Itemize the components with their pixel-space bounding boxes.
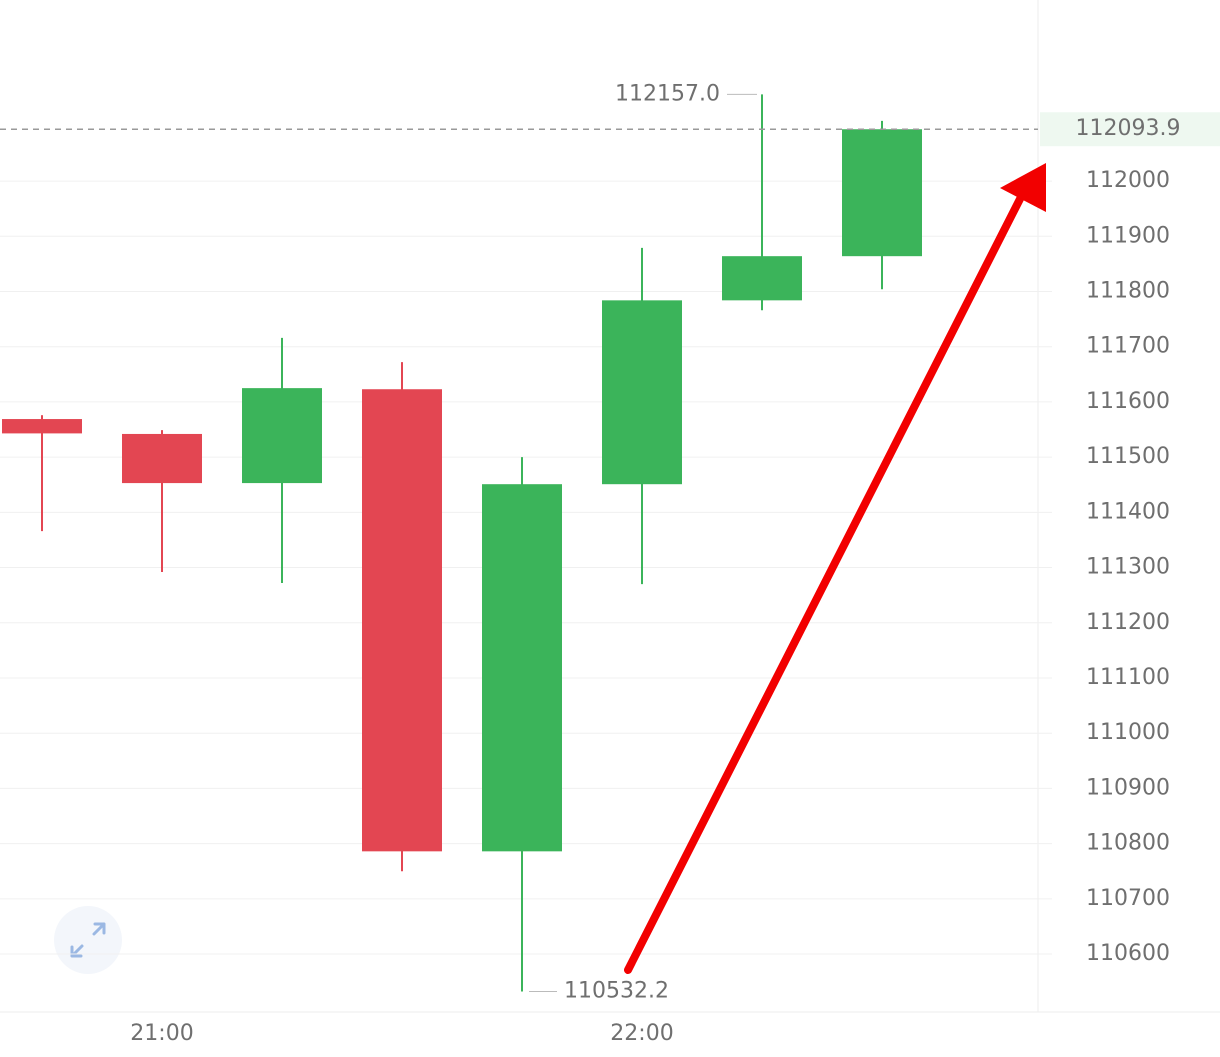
y-tick-label: 111400 (1086, 499, 1170, 524)
extreme-label: 112157.0 (615, 81, 720, 106)
candle-body (242, 388, 322, 484)
y-tick-label: 110600 (1086, 941, 1170, 966)
y-tick-label: 110700 (1086, 886, 1170, 911)
x-tick-label: 22:00 (610, 1021, 673, 1046)
plot: 110600 110700 110800 110900 111000 111100 1112… (0, 81, 1220, 1046)
candle-body (362, 389, 442, 852)
y-tick-label: 110800 (1086, 831, 1170, 856)
last-price-label: 112093.9 (1076, 116, 1181, 141)
y-tick-label: 111600 (1086, 389, 1170, 414)
red-arrow (624, 163, 1046, 974)
candle-body (842, 129, 922, 257)
y-tick-label: 112000 (1086, 168, 1170, 193)
extreme-label: 110532.2 (564, 978, 669, 1003)
expand-bg[interactable] (54, 906, 122, 974)
y-tick-label: 111700 (1086, 334, 1170, 359)
y-tick-label: 111200 (1086, 610, 1170, 635)
y-tick-label: 111300 (1086, 555, 1170, 580)
expand-button[interactable] (54, 906, 122, 974)
expand-icon[interactable] (70, 922, 106, 958)
candle-body (122, 433, 202, 484)
arrow-head (1000, 163, 1046, 212)
y-tick-label: 111100 (1086, 665, 1170, 690)
candle-body (602, 300, 682, 485)
y-tick-label: 111000 (1086, 720, 1170, 745)
last-price-bg (1040, 112, 1220, 147)
y-tick-label: 111500 (1086, 444, 1170, 469)
y-tick-label: 111900 (1086, 223, 1170, 248)
x-tick-label: 21:00 (130, 1021, 193, 1046)
candle-body (2, 419, 82, 434)
candle-body (482, 484, 562, 852)
arrow-shaft (624, 191, 1026, 974)
candle-body (722, 256, 802, 301)
y-tick-label: 111800 (1086, 279, 1170, 304)
y-tick-label: 110900 (1086, 775, 1170, 800)
